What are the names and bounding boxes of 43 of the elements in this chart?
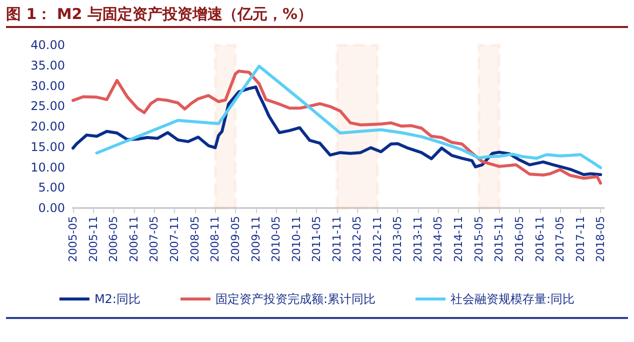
legend-label: M2:同比 [94,292,140,306]
x-tick-label: 2016-05 [512,216,526,262]
x-tick-label: 2008-05 [188,216,202,262]
x-tick-label: 2013-05 [391,216,404,262]
x-tick-label: 2007-11 [168,216,182,262]
x-tick-label: 2011-05 [310,216,323,262]
y-tick-label: 40.00 [30,38,65,52]
y-tick-label: 15.00 [30,140,65,154]
x-tick-label: 2011-11 [330,216,344,262]
y-tick-label: 30.00 [30,78,65,93]
x-tick-label: 2006-05 [107,216,120,262]
chart-title: 图 1： M2 与固定资产投资增速（亿元，%） [6,2,628,28]
x-tick-label: 2005-11 [86,216,100,262]
x-tick-label: 2014-05 [432,216,445,262]
x-tick-label: 2017-11 [574,216,587,262]
line-series [95,64,602,170]
y-tick-label: 5.00 [38,180,65,195]
x-tick-label: 2016-11 [533,216,546,262]
x-tick-label: 2012-11 [371,216,384,262]
x-tick-label: 2007-05 [148,216,161,262]
legend-label: 社会融资规模存量:同比 [450,292,575,306]
x-tick-label: 2015-11 [492,216,506,262]
x-tick-label: 2015-05 [472,216,486,262]
x-tick-label: 2005-05 [66,216,80,262]
x-tick-label: 2012-05 [350,216,364,262]
x-tick-label: 2018-05 [594,216,608,262]
y-tick-label: 25.00 [30,99,65,114]
y-tick-label: 10.00 [30,160,65,174]
legend-label: 固定资产投资完成额:累计同比 [215,292,376,306]
y-tick-label: 35.00 [30,58,65,72]
line-series [72,85,602,176]
y-tick-label: 0.00 [38,201,65,215]
x-tick-label: 2009-05 [228,216,242,262]
y-tick-label: 20.00 [30,120,65,134]
x-tick-label: 2010-05 [269,216,282,262]
x-tick-label: 2009-11 [249,216,262,262]
x-tick-label: 2008-11 [208,216,222,262]
x-tick-label: 2006-11 [128,216,140,262]
x-tick-label: 2010-11 [290,216,303,262]
x-tick-label: 2017-05 [554,216,566,262]
x-tick-label: 2014-11 [452,216,466,262]
line-series [72,70,602,185]
x-tick-label: 2013-11 [412,216,425,262]
